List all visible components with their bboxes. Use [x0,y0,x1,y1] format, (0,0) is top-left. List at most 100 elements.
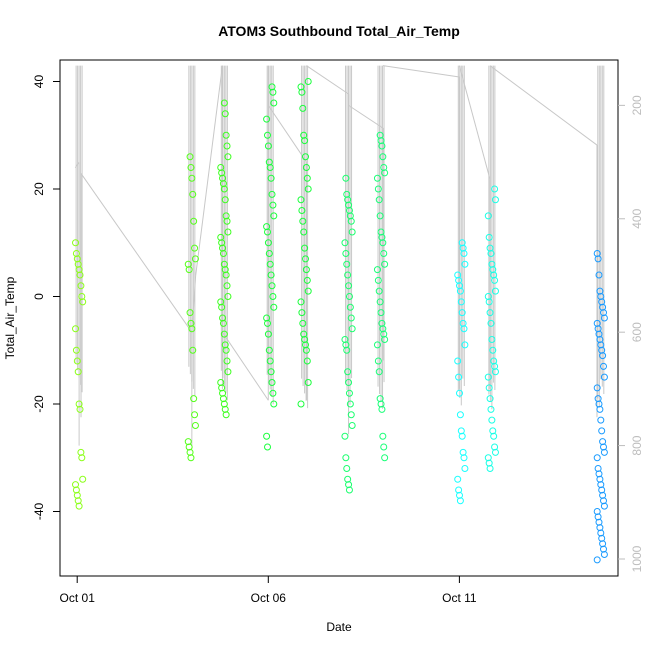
data-point [218,239,226,247]
data-point [221,196,229,204]
data-point [190,217,198,225]
data-point [381,336,389,343]
data-point [593,454,601,462]
data-point [484,293,492,300]
data-point [461,260,469,268]
data-point [491,443,499,451]
data-point [266,357,274,365]
data-point [491,448,499,456]
data-point [598,534,606,542]
data-point [345,207,353,214]
data-point [221,110,229,118]
data-point [484,212,492,220]
data-point [375,196,383,204]
data-point [217,379,225,386]
data-point [219,250,227,257]
y2-tick-label: 400 [630,208,644,228]
data-point [600,309,608,317]
data-point [457,427,465,435]
trace-segment [348,104,384,129]
data-point [346,212,354,220]
x-tick-label: Oct 06 [251,591,287,605]
data-point [300,228,308,236]
data-point [302,266,310,274]
data-point [343,465,351,472]
data-point [185,266,193,274]
data-point [301,244,309,252]
data-point [380,330,388,338]
data-point [595,400,603,408]
data-point [458,309,466,317]
y2-tick-label: 800 [630,435,644,455]
data-point [224,153,232,161]
data-point [491,196,499,204]
data-point [342,341,350,349]
data-point [489,427,497,435]
data-point [593,384,601,392]
data-point [72,239,80,247]
trace-segment [306,65,349,95]
data-point [456,287,464,295]
data-point [267,271,275,279]
data-point [268,190,276,198]
data-point [186,448,194,456]
data-point [300,330,308,338]
data-point [376,298,384,306]
data-point [72,325,80,333]
data-point [263,314,271,322]
data-point [78,293,86,300]
data-point [218,303,226,311]
data-point [187,319,195,327]
data-point [219,395,227,403]
data-point [269,201,277,209]
data-point [221,405,229,413]
data-point [456,491,464,499]
data-point [75,400,83,408]
data-point [376,395,384,403]
data-point [596,405,604,413]
data-point [486,465,494,472]
chart-title: ATOM3 Southbound Total_Air_Temp [218,23,460,39]
data-point [345,481,353,489]
data-point [347,411,355,419]
data-point [302,341,310,349]
data-point [346,400,354,408]
data-point [595,271,603,279]
data-point [220,99,228,107]
data-point [76,271,84,279]
data-point [218,169,226,177]
y-axis: -40 -20 0 20 40 [32,75,60,521]
data-point [219,174,227,182]
data-point [75,266,83,274]
data-point [219,314,227,322]
data-point [595,330,603,338]
data-point [73,491,81,499]
data-point [341,239,349,247]
data-point [75,502,83,510]
data-point [455,486,463,494]
data-point [217,298,225,306]
data-point [374,357,382,365]
data-point [299,319,307,327]
y-tick-label: -40 [32,503,46,521]
data-point [345,389,353,397]
data-point [455,276,463,284]
data-point [345,201,353,209]
data-point [189,346,197,354]
data-point [491,368,499,376]
data-point [460,250,468,257]
data-point [344,368,352,376]
data-point [600,545,608,553]
data-point [599,303,607,311]
data-point [377,137,385,145]
data-point [184,260,192,268]
data-point [490,432,498,440]
data-point [489,266,497,274]
y-tick-label: 40 [32,75,46,89]
trace-segment [195,65,223,276]
data-point [373,341,381,349]
data-point [344,271,352,279]
data-point [264,239,272,247]
data-point [217,233,225,241]
data-point [297,298,305,306]
